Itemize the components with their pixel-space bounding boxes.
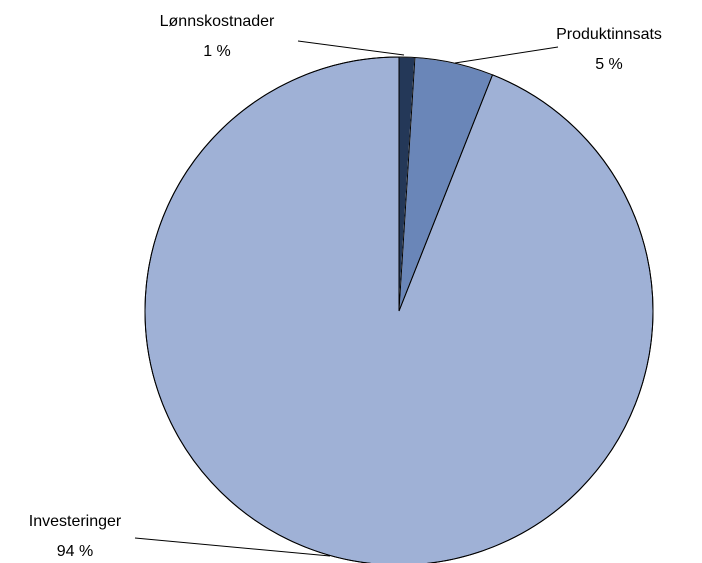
slice-value-label: 1 % — [203, 43, 231, 60]
slice-edge — [398, 57, 416, 312]
leader-line — [134, 537, 331, 557]
slice-value-label: 5 % — [595, 56, 623, 73]
slice-label: Lønnskostnader — [160, 13, 275, 30]
pie-outline — [144, 56, 654, 563]
slice-value-label: 94 % — [57, 543, 93, 560]
slice-label: Investeringer — [29, 513, 122, 530]
leader-line — [454, 46, 559, 64]
slice-label: Produktinnsats — [556, 26, 662, 43]
leader-line — [297, 40, 405, 56]
slice-edge — [398, 74, 493, 312]
